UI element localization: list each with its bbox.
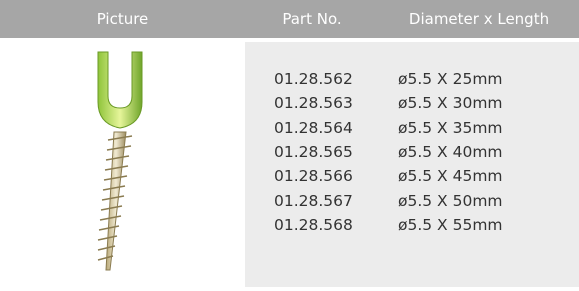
part-number: 01.28.566 (274, 164, 353, 188)
dimension: ø5.5 X 45mm (398, 164, 503, 188)
page: Picture Part No. Diameter x Length 01.28… (0, 0, 579, 291)
table-body: 01.28.562 ø5.5 X 25mm 01.28.563 ø5.5 X 30mm… (245, 42, 579, 287)
part-number: 01.28.564 (274, 116, 353, 140)
part-number: 01.28.565 (274, 140, 353, 164)
part-number: 01.28.567 (274, 189, 353, 213)
dimension: ø5.5 X 25mm (398, 67, 503, 91)
table-header: Picture Part No. Diameter x Length (0, 0, 579, 38)
dimension: ø5.5 X 50mm (398, 189, 503, 213)
header-cell: Diameter x Length (379, 0, 579, 38)
header-cell: Picture (0, 0, 245, 38)
dimension: ø5.5 X 30mm (398, 91, 503, 115)
header-cell: Part No. (245, 0, 379, 38)
dimension: ø5.5 X 35mm (398, 116, 503, 140)
part-number: 01.28.568 (274, 213, 353, 237)
part-number: 01.28.562 (274, 67, 353, 91)
screw-picture (70, 48, 170, 280)
dimension: ø5.5 X 55mm (398, 213, 503, 237)
dimension: ø5.5 X 40mm (398, 140, 503, 164)
part-number: 01.28.563 (274, 91, 353, 115)
